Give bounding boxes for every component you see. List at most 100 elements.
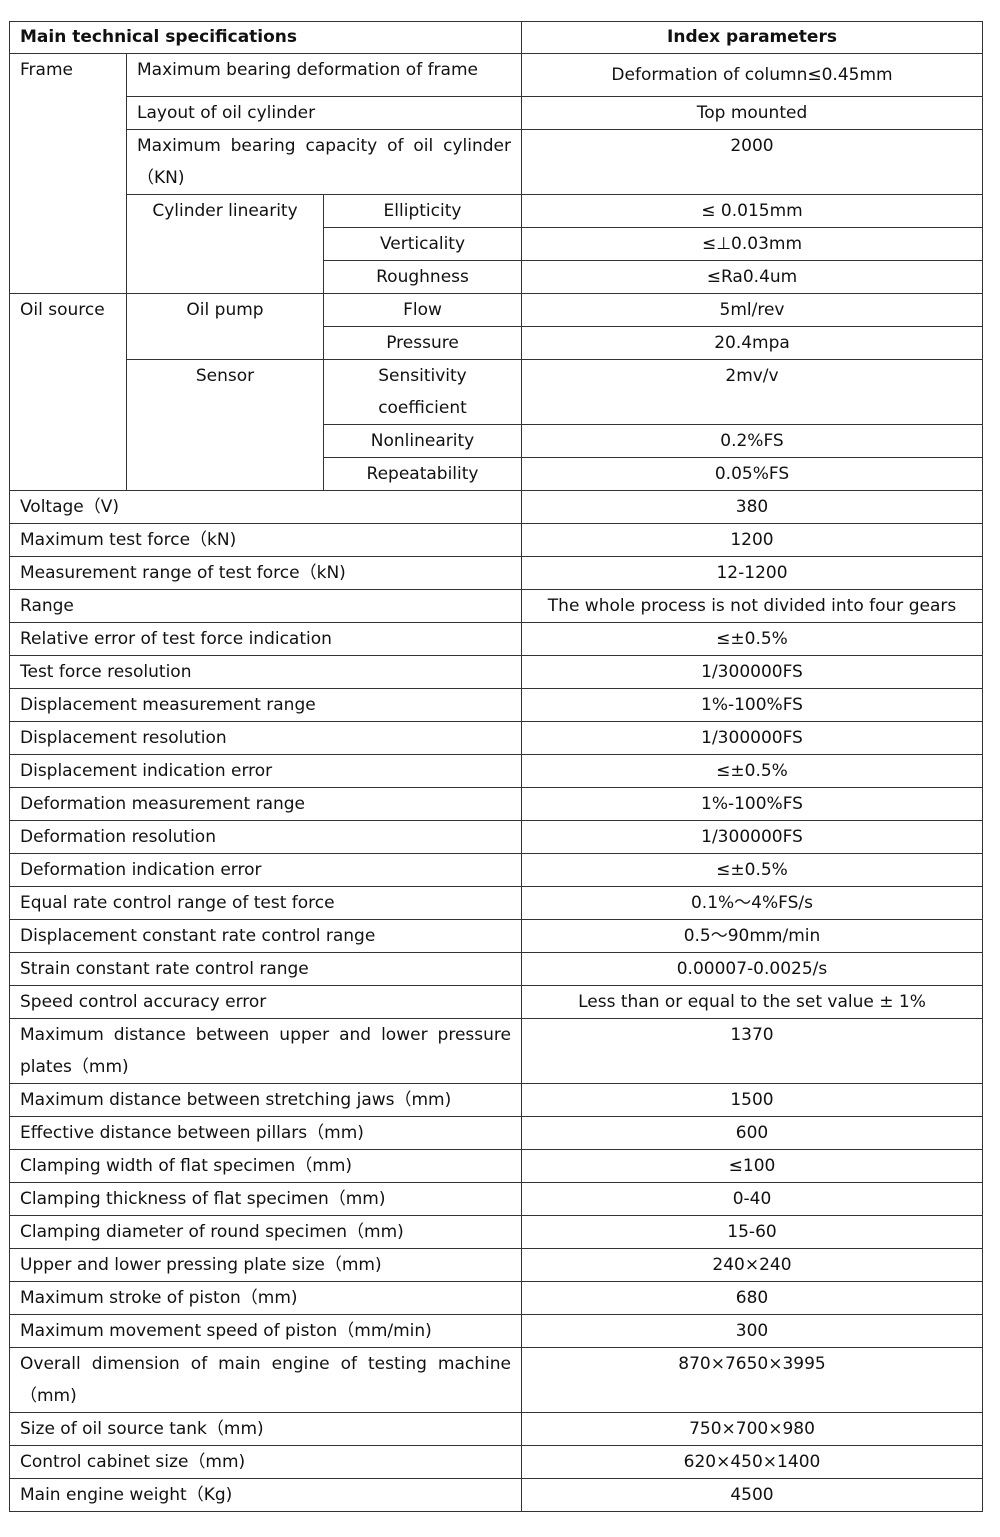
spec-value: 1%-100%FS [521, 688, 983, 722]
spec-value: 0.05%FS [521, 457, 983, 491]
table-row: Maximum stroke of piston（mm) 680 [9, 1281, 983, 1315]
spec-value: 1370 [521, 1018, 983, 1084]
table-row: Clamping diameter of round specimen（mm) 1… [9, 1215, 983, 1249]
spec-value: 12-1200 [521, 556, 983, 590]
spec-label: Clamping width of flat specimen（mm) [9, 1149, 522, 1183]
spec-value: 380 [521, 490, 983, 524]
spec-value: 870×7650×3995 [521, 1347, 983, 1413]
spec-label: Maximum distance between stretching jaws… [9, 1083, 522, 1117]
spec-value: 1%-100%FS [521, 787, 983, 821]
spec-label: Ellipticity [323, 194, 522, 228]
spec-value: 1/300000FS [521, 655, 983, 689]
spec-value: 1200 [521, 523, 983, 557]
header-row: Main technical specifications Index para… [9, 21, 983, 54]
table-row: Clamping width of flat specimen（mm) ≤100 [9, 1149, 983, 1183]
spec-value: 1/300000FS [521, 820, 983, 854]
table-row: Maximum movement speed of piston（mm/min)… [9, 1314, 983, 1348]
spec-label: Maximum bearing capacity of oil cylinder… [126, 129, 522, 195]
subgroup-oil-pump: Oil pump [126, 293, 324, 360]
spec-value: 620×450×1400 [521, 1445, 983, 1479]
header-index-parameters: Index parameters [521, 21, 983, 54]
table-row: Main engine weight（Kg) 4500 [9, 1478, 983, 1512]
spec-value: ≤100 [521, 1149, 983, 1183]
spec-value: 2mv/v [521, 359, 983, 425]
spec-value: 300 [521, 1314, 983, 1348]
spec-label: Strain constant rate control range [9, 952, 522, 986]
spec-label: Maximum stroke of piston（mm) [9, 1281, 522, 1315]
spec-value: ≤±0.5% [521, 622, 983, 656]
spec-value: 680 [521, 1281, 983, 1315]
spec-label: Verticality [323, 227, 522, 261]
spec-label: Flow [323, 293, 522, 327]
spec-label: Roughness [323, 260, 522, 294]
spec-value: 20.4mpa [521, 326, 983, 360]
spec-value: ≤ 0.015mm [521, 194, 983, 228]
spec-label: Pressure [323, 326, 522, 360]
spec-label: Test force resolution [9, 655, 522, 689]
spec-value: 2000 [521, 129, 983, 195]
table-row: Control cabinet size（mm) 620×450×1400 [9, 1445, 983, 1479]
spec-label: Upper and lower pressing plate size（mm) [9, 1248, 522, 1282]
spec-value: 5ml/rev [521, 293, 983, 327]
table-row: Maximum bearing capacity of oil cylinder… [10, 129, 983, 195]
group-frame: Frame [9, 53, 127, 294]
table-row: Clamping thickness of flat specimen（mm) 0… [9, 1182, 983, 1216]
table-row: Sensor Sensitivity coefficient 2mv/v [10, 359, 983, 491]
spec-label: Control cabinet size（mm) [9, 1445, 522, 1479]
spec-label: Maximum movement speed of piston（mm/min) [9, 1314, 522, 1348]
table-row: Repeatability 0.05%FS [10, 457, 983, 491]
table-row: Cylinder linearity Ellipticity ≤ 0.015mm [10, 194, 983, 294]
group-oil-source: Oil source [9, 293, 127, 491]
spec-value: ≤±0.5% [521, 853, 983, 887]
table-row: Pressure 20.4mpa [10, 326, 983, 360]
table-row: Effective distance between pillars（mm) 60… [9, 1116, 983, 1150]
table-row: Deformation measurement range 1%-100%FS [9, 787, 983, 821]
spec-value: ≤⊥0.03mm [521, 227, 983, 261]
spec-label: Nonlinearity [323, 424, 522, 458]
spec-value: ≤Ra0.4um [521, 260, 983, 294]
table-row: Size of oil source tank（mm) 750×700×980 [9, 1412, 983, 1446]
spec-value: ≤±0.5% [521, 754, 983, 788]
spec-value: Less than or equal to the set value ± 1% [521, 985, 983, 1019]
spec-value: 0-40 [521, 1182, 983, 1216]
table-row: Equal rate control range of test force 0.… [9, 886, 983, 920]
spec-label: Deformation measurement range [9, 787, 522, 821]
table-row: Displacement resolution 1/300000FS [9, 721, 983, 755]
spec-label: Sensitivity coefficient [323, 359, 522, 425]
spec-label: Deformation resolution [9, 820, 522, 854]
table-row: Speed control accuracy error Less than or… [9, 985, 983, 1019]
table-row: Maximum distance between upper and lower… [9, 1018, 983, 1084]
spec-value: 15-60 [521, 1215, 983, 1249]
spec-value: Deformation of column≤0.45mm [521, 53, 983, 97]
spec-value: 600 [521, 1116, 983, 1150]
table-row: Oil source Oil pump Flow 5ml/rev [9, 293, 983, 491]
spec-label: Speed control accuracy error [9, 985, 522, 1019]
spec-value: 1/300000FS [521, 721, 983, 755]
table-row: Maximum distance between stretching jaws… [9, 1083, 983, 1117]
spec-label: Size of oil source tank（mm) [9, 1412, 522, 1446]
table-row: Relative error of test force indication ≤… [9, 622, 983, 656]
table-row: Upper and lower pressing plate size（mm) 2… [9, 1248, 983, 1282]
table-row: Range The whole process is not divided in… [9, 589, 983, 623]
spec-label: Equal rate control range of test force [9, 886, 522, 920]
spec-value: 1500 [521, 1083, 983, 1117]
spec-label: Deformation indication error [9, 853, 522, 887]
spec-label: Effective distance between pillars（mm) [9, 1116, 522, 1150]
spec-label: Displacement constant rate control range [9, 919, 522, 953]
spec-label: Displacement resolution [9, 721, 522, 755]
spec-label: Main engine weight（Kg) [9, 1478, 522, 1512]
spec-value: 0.5～90mm/min [521, 919, 983, 953]
spec-label: Overall dimension of main engine of test… [9, 1347, 522, 1413]
spec-value: 240×240 [521, 1248, 983, 1282]
spec-label: Displacement measurement range [9, 688, 522, 722]
table-row: Voltage（V) 380 [9, 490, 983, 524]
spec-value: 0.00007-0.0025/s [521, 952, 983, 986]
spec-value: 0.1%～4%FS/s [521, 886, 983, 920]
spec-label: Layout of oil cylinder [126, 96, 522, 130]
spec-label: Clamping diameter of round specimen（mm) [9, 1215, 522, 1249]
table-row: Nonlinearity 0.2%FS [10, 424, 983, 458]
table-row: Displacement constant rate control range… [9, 919, 983, 953]
spec-value: 0.2%FS [521, 424, 983, 458]
spec-value: The whole process is not divided into fo… [521, 589, 983, 623]
spec-label: Range [9, 589, 522, 623]
